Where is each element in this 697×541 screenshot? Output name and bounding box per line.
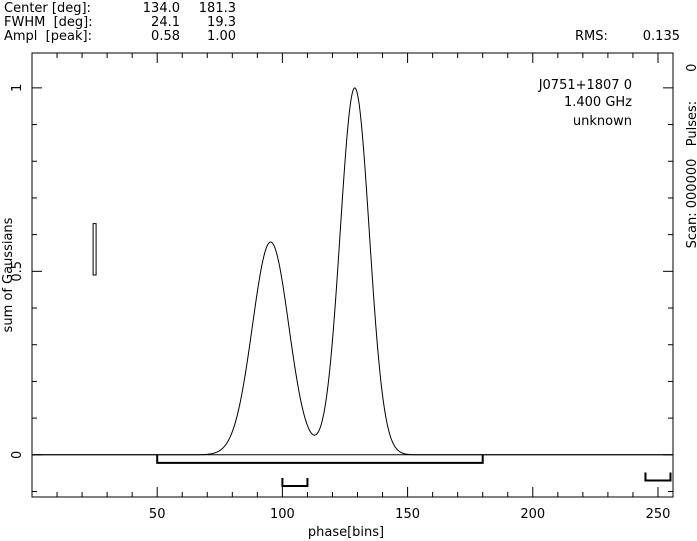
x-tick-label: 50	[149, 507, 166, 522]
header-fwhm-value-1: 24.1	[151, 15, 180, 30]
axis-ticks	[32, 53, 673, 497]
x-tick-label: 150	[395, 507, 420, 522]
extra-label: unknown	[573, 114, 632, 129]
header-center-value-1: 134.0	[143, 1, 180, 16]
header-label-fwhm: FWHM [deg]:	[4, 15, 93, 30]
observing-frequency: 1.400 GHz	[564, 95, 632, 110]
bracket	[281, 477, 309, 487]
x-tick-label: 100	[270, 507, 295, 522]
y-tick-label: 0.5	[10, 261, 25, 282]
y-tick-label: 1	[10, 84, 25, 92]
y-tick-labels: 00.51	[10, 84, 25, 459]
component-brackets	[156, 454, 672, 487]
header-label-ampl: Ampl [peak]:	[4, 29, 92, 44]
y-tick-label: 0	[10, 451, 25, 459]
rms-value: 0.135	[643, 29, 680, 44]
source-name: J0751+1807 0	[538, 78, 632, 93]
gaussian-sum-curve	[32, 87, 673, 456]
header-center-value-2: 181.3	[199, 1, 236, 16]
y-axis-label: sum of Gaussians	[1, 217, 16, 332]
scan-pulses-label: Scan: 000000 Pulses: 0	[685, 64, 697, 249]
header-ampl-value-1: 0.58	[151, 29, 180, 44]
plot-frame	[31, 52, 674, 498]
bracket	[156, 454, 484, 464]
header-stats: Center [deg]: 134.0 181.3 FWHM [deg]: 24…	[4, 1, 680, 44]
x-axis-label: phase[bins]	[308, 525, 384, 540]
header-ampl-value-2: 1.00	[207, 29, 236, 44]
error-bar-box	[92, 223, 97, 276]
x-tick-label: 250	[646, 507, 671, 522]
header-label-center: Center [deg]:	[4, 1, 91, 16]
header-fwhm-value-2: 19.3	[207, 15, 236, 30]
x-tick-label: 200	[520, 507, 545, 522]
bracket	[644, 472, 672, 482]
rms-label: RMS:	[575, 29, 608, 44]
x-tick-labels: 50 100 150 200 250	[149, 507, 670, 522]
